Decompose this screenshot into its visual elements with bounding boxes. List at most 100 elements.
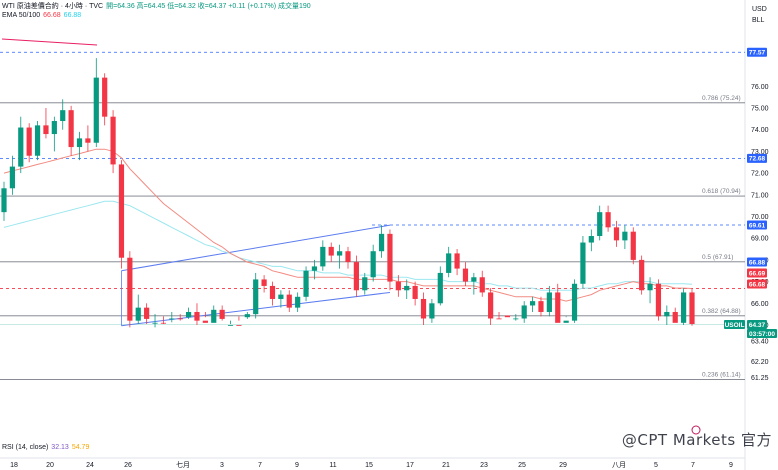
candle-body[interactable] <box>311 266 318 271</box>
event-flag-icon[interactable] <box>691 425 701 435</box>
candle-body[interactable] <box>446 253 452 273</box>
candle-body[interactable] <box>227 325 234 326</box>
y-tick-label: 63.40 <box>751 339 769 346</box>
candle-body[interactable] <box>454 253 460 269</box>
candle-body[interactable] <box>689 292 695 324</box>
candle-body[interactable] <box>429 303 435 319</box>
candle-body[interactable] <box>345 251 351 263</box>
candle-body[interactable] <box>219 309 225 319</box>
candle-body[interactable] <box>664 311 670 317</box>
candle-body[interactable] <box>295 296 301 308</box>
candle-body[interactable] <box>597 212 603 237</box>
candle-body[interactable] <box>681 292 687 323</box>
candle-body[interactable] <box>194 311 200 321</box>
candle-body[interactable] <box>563 320 569 323</box>
candle-body[interactable] <box>370 251 376 278</box>
candle-body[interactable] <box>169 318 175 320</box>
candle-body[interactable] <box>513 318 519 320</box>
ohlc-values: 開=64.36 高=64.45 低=64.32 收=64.37 +0.11 (+… <box>106 3 311 10</box>
candle-body[interactable] <box>412 285 418 299</box>
candle-body[interactable] <box>93 77 99 143</box>
candle-body[interactable] <box>588 236 594 243</box>
x-tick-label: 21 <box>442 462 450 469</box>
candle-body[interactable] <box>580 242 586 284</box>
y-tick-label: 66.00 <box>751 301 769 308</box>
candle-body[interactable] <box>110 116 116 165</box>
candle-body[interactable] <box>102 77 108 117</box>
candle-body[interactable] <box>362 277 368 291</box>
x-tick-label: 26 <box>124 462 132 469</box>
candle-body[interactable] <box>127 257 133 321</box>
candle-body[interactable] <box>655 283 662 317</box>
candle-body[interactable] <box>546 292 552 312</box>
candle-body[interactable] <box>630 231 636 260</box>
candle-body[interactable] <box>202 320 208 323</box>
candle-body[interactable] <box>303 270 309 297</box>
candle-body[interactable] <box>269 285 276 299</box>
candle-body[interactable] <box>378 233 385 252</box>
fib-level-label: 0.236 (61.14) <box>702 371 741 378</box>
candle-body[interactable] <box>555 292 561 323</box>
candle-body[interactable] <box>538 301 544 312</box>
candle-body[interactable] <box>496 318 502 320</box>
candle-body[interactable] <box>353 262 359 291</box>
candle-body[interactable] <box>672 311 678 323</box>
candle-body[interactable] <box>605 212 611 228</box>
candle-body[interactable] <box>1 188 7 213</box>
candle-body[interactable] <box>76 138 83 148</box>
candle-body[interactable] <box>60 110 66 122</box>
candle-body[interactable] <box>488 292 494 319</box>
candle-body[interactable] <box>529 301 536 306</box>
candle-body[interactable] <box>337 251 343 256</box>
candle-body[interactable] <box>521 305 527 319</box>
candle-body[interactable] <box>471 277 477 282</box>
candle-body[interactable] <box>34 125 41 156</box>
x-tick-label: 15 <box>365 462 373 469</box>
last-price-tag-text: 64.37 <box>749 322 766 329</box>
trend-line[interactable] <box>1 38 98 46</box>
candle-body[interactable] <box>253 279 259 315</box>
candle-body[interactable] <box>9 166 15 189</box>
candle-body[interactable] <box>18 127 24 167</box>
candle-body[interactable] <box>437 272 443 304</box>
candle-body[interactable] <box>622 231 628 241</box>
candle-body[interactable] <box>26 127 32 156</box>
candle-body[interactable] <box>647 283 653 291</box>
candle-body[interactable] <box>328 246 334 256</box>
candle-body[interactable] <box>43 125 49 135</box>
candle-body[interactable] <box>462 268 469 282</box>
candle-body[interactable] <box>420 298 427 319</box>
candle-body[interactable] <box>479 277 485 293</box>
candle-body[interactable] <box>177 318 183 320</box>
candle-body[interactable] <box>160 322 167 324</box>
candle-body[interactable] <box>404 285 410 291</box>
price-tag-77-57 <box>747 47 767 57</box>
last-price-tag <box>747 320 767 330</box>
candle-body[interactable] <box>236 325 242 326</box>
candle-body[interactable] <box>278 294 284 299</box>
candle-body[interactable] <box>320 246 326 267</box>
candle-body[interactable] <box>152 322 158 324</box>
x-tick-label: 11 <box>329 462 336 469</box>
candle-body[interactable] <box>613 227 620 241</box>
candle-body[interactable] <box>211 309 217 323</box>
candle-body[interactable] <box>68 110 74 148</box>
candle-body[interactable] <box>51 121 57 135</box>
candle-body[interactable] <box>504 315 511 318</box>
countdown-tag <box>747 329 777 339</box>
candle-body[interactable] <box>135 307 141 321</box>
candle-body[interactable] <box>286 294 292 308</box>
candle-body[interactable] <box>261 279 267 286</box>
candle-body[interactable] <box>185 311 192 318</box>
candle-body[interactable] <box>144 307 150 319</box>
candle-body[interactable] <box>244 314 250 318</box>
candle-body[interactable] <box>85 138 91 143</box>
candle-body[interactable] <box>118 164 125 258</box>
candle-body[interactable] <box>395 281 401 291</box>
channel-upper-line[interactable] <box>121 224 391 272</box>
candle-body[interactable] <box>387 233 393 282</box>
candle-body[interactable] <box>571 283 578 321</box>
rsi-label: RSI (14, close) <box>2 444 49 451</box>
candle-body[interactable] <box>639 259 645 291</box>
